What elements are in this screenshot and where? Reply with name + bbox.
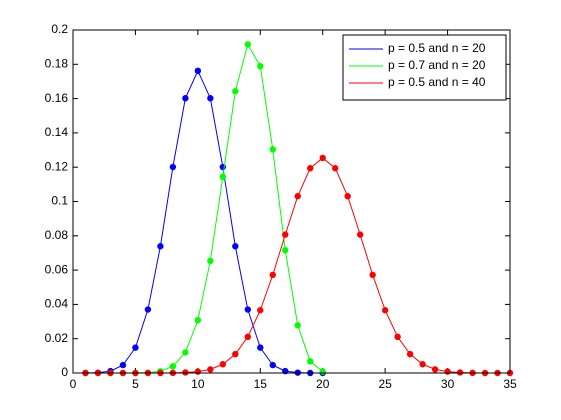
data-point (269, 271, 276, 279)
data-point (257, 307, 264, 314)
legend-label: p = 0.5 and n = 40 (388, 75, 486, 89)
data-point (207, 366, 214, 373)
data-point (157, 243, 164, 250)
plot-frame (72, 29, 511, 374)
data-point (169, 363, 177, 370)
y-tick-label: 0.14 (45, 125, 69, 139)
data-point (244, 306, 251, 313)
data-point (394, 333, 401, 341)
data-point (219, 361, 227, 368)
data-point (182, 349, 189, 356)
x-tick-label: 35 (503, 377, 517, 391)
y-tick-label: 0.02 (45, 331, 69, 345)
data-point (381, 307, 389, 314)
data-point (406, 350, 414, 358)
data-point (369, 271, 376, 279)
data-point (194, 316, 202, 324)
x-tick-label: 10 (191, 377, 205, 391)
x-tick-label: 25 (378, 377, 392, 391)
data-point (456, 369, 464, 376)
data-point (244, 41, 251, 48)
y-tick-label: 0.04 (45, 297, 69, 311)
data-point (119, 361, 127, 369)
x-tick-label: 0 (70, 377, 77, 391)
data-point (219, 173, 227, 181)
y-tick-label: 0.2 (51, 22, 68, 36)
data-point (419, 361, 426, 368)
x-tick-label: 5 (132, 377, 139, 391)
x-tick-label: 15 (254, 377, 268, 391)
data-point (132, 344, 139, 351)
data-point (319, 154, 326, 162)
y-tick-label: 0.06 (45, 262, 69, 276)
data-point (207, 257, 214, 265)
data-point (294, 322, 301, 329)
y-tick-label: 0.18 (45, 56, 69, 70)
y-tick-label: 0.16 (45, 91, 69, 105)
data-point (294, 192, 301, 200)
data-point (194, 67, 202, 75)
data-point (307, 165, 314, 172)
data-point (282, 247, 289, 254)
y-tick-label: 0 (61, 365, 68, 379)
data-point (282, 231, 289, 238)
data-point (144, 306, 152, 313)
data-point (244, 333, 251, 341)
data-point (269, 146, 276, 153)
data-point (269, 361, 276, 369)
data-point (232, 88, 239, 95)
legend-box (342, 34, 507, 101)
data-point (182, 95, 189, 102)
data-point (307, 358, 314, 365)
x-tick-label: 20 (316, 377, 330, 391)
legend-label: p = 0.7 and n = 20 (388, 58, 486, 72)
data-point (194, 368, 202, 375)
y-tick-label: 0.12 (45, 159, 69, 173)
data-point (207, 95, 214, 102)
data-point (232, 350, 239, 358)
x-tick-label: 30 (441, 377, 455, 391)
y-tick-label: 0.08 (45, 228, 69, 242)
data-point (169, 163, 177, 171)
data-point (344, 192, 351, 200)
data-point (257, 62, 264, 70)
data-point (356, 231, 364, 238)
data-point (232, 243, 239, 250)
data-point (332, 165, 339, 172)
data-point (431, 366, 439, 373)
legend-label: p = 0.5 and n = 20 (388, 41, 486, 55)
data-point (444, 368, 451, 375)
data-point (257, 344, 264, 351)
data-point (182, 369, 189, 376)
y-tick-label: 0.1 (51, 194, 68, 208)
data-point (319, 368, 326, 375)
